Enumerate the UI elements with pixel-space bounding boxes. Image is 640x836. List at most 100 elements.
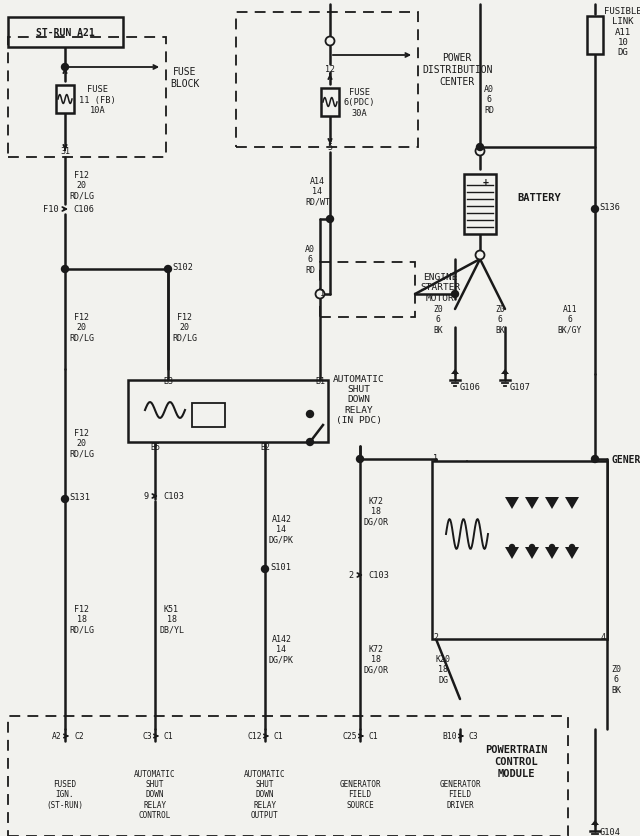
Text: B5: B5 (150, 442, 160, 451)
Text: FUSE
BLOCK: FUSE BLOCK (170, 67, 200, 89)
Polygon shape (525, 548, 539, 559)
Text: F12
20
RD/LG: F12 20 RD/LG (69, 313, 94, 343)
Circle shape (61, 64, 68, 71)
Bar (587, 17, 603, 55)
Bar (8, 18, 123, 48)
Bar (56, 86, 74, 114)
Text: S102: S102 (172, 263, 193, 271)
Text: C25: C25 (342, 732, 357, 741)
Circle shape (529, 545, 534, 550)
Text: K72
18
DG/OR: K72 18 DG/OR (364, 645, 389, 674)
Text: POWER
DISTRIBUTION
CENTER: POWER DISTRIBUTION CENTER (422, 54, 493, 86)
Text: A142
14
DG/PK: A142 14 DG/PK (269, 635, 294, 664)
Bar (192, 404, 225, 427)
Text: 31: 31 (60, 147, 70, 156)
Text: B2: B2 (260, 442, 270, 451)
Text: A14
14
RD/WT: A14 14 RD/WT (305, 177, 330, 206)
Text: C3: C3 (469, 732, 479, 741)
Text: 12: 12 (325, 64, 335, 74)
Text: F12
20
RD/LG: F12 20 RD/LG (172, 313, 197, 343)
Bar (8, 38, 166, 158)
Circle shape (591, 456, 598, 463)
Text: FUSE
6(PDC)
30A: FUSE 6(PDC) 30A (344, 88, 376, 118)
Text: F12
20
RD/LG: F12 20 RD/LG (69, 171, 94, 201)
Text: F12
18
RD/LG: F12 18 RD/LG (69, 604, 94, 635)
Polygon shape (525, 497, 539, 509)
Text: FUSIBLE
LINK
A11
10
DG: FUSIBLE LINK A11 10 DG (604, 7, 640, 57)
Text: Z0
6
BK: Z0 6 BK (495, 305, 505, 334)
Polygon shape (565, 548, 579, 559)
Text: S101: S101 (270, 562, 291, 571)
Text: A0
6
RD: A0 6 RD (305, 245, 315, 274)
Circle shape (550, 545, 554, 550)
Bar (464, 175, 496, 235)
Text: 1: 1 (321, 289, 326, 298)
Text: 4: 4 (600, 632, 605, 640)
Circle shape (477, 145, 483, 151)
Text: Z0
6
BK: Z0 6 BK (433, 305, 443, 334)
Text: K51
18
DB/YL: K51 18 DB/YL (159, 604, 184, 635)
Text: C1: C1 (274, 732, 284, 741)
Bar (321, 89, 339, 117)
Polygon shape (501, 370, 509, 375)
Text: 5: 5 (328, 142, 333, 151)
Circle shape (307, 411, 314, 418)
Text: Z0
6
BK: Z0 6 BK (611, 665, 621, 694)
Text: ST-RUN A21: ST-RUN A21 (36, 28, 94, 38)
Circle shape (326, 217, 333, 223)
Text: B10: B10 (442, 732, 457, 741)
Text: C12: C12 (248, 732, 262, 741)
Text: C1: C1 (369, 732, 379, 741)
Text: G104: G104 (600, 828, 621, 836)
Text: G106: G106 (460, 383, 481, 392)
Circle shape (316, 290, 324, 299)
Text: 1: 1 (433, 454, 438, 463)
Circle shape (451, 291, 458, 298)
Text: S131: S131 (69, 493, 90, 502)
Text: 2: 2 (349, 571, 354, 580)
Circle shape (591, 206, 598, 213)
Bar (320, 263, 415, 318)
Text: AUTOMATIC
SHUT
DOWN
RELAY
CONTROL: AUTOMATIC SHUT DOWN RELAY CONTROL (134, 769, 176, 819)
Text: F12
20
RD/LG: F12 20 RD/LG (69, 429, 94, 458)
Polygon shape (545, 548, 559, 559)
Text: 2: 2 (433, 632, 438, 640)
Text: C3: C3 (142, 732, 152, 741)
Circle shape (356, 456, 364, 463)
Circle shape (570, 545, 575, 550)
Text: C103: C103 (368, 571, 389, 580)
Circle shape (307, 439, 314, 446)
Text: AUTOMATIC
SHUT
DOWN
RELAY
OUTPUT: AUTOMATIC SHUT DOWN RELAY OUTPUT (244, 769, 286, 819)
Circle shape (476, 251, 484, 260)
Text: K72
18
DG/OR: K72 18 DG/OR (364, 497, 389, 527)
Bar (8, 716, 568, 836)
Text: +: + (483, 176, 489, 186)
Text: ENGINE
STARTER
MOTOR: ENGINE STARTER MOTOR (420, 273, 460, 303)
Text: FUSE
11 (FB)
10A: FUSE 11 (FB) 10A (79, 85, 116, 115)
Text: GENERATOR
FIELD
DRIVER: GENERATOR FIELD DRIVER (439, 779, 481, 809)
Text: A11
6
BK/GY: A11 6 BK/GY (558, 305, 582, 334)
Text: GENERATOR: GENERATOR (612, 455, 640, 465)
Circle shape (476, 147, 484, 156)
Bar (432, 461, 607, 640)
Text: 9: 9 (144, 492, 149, 501)
Polygon shape (545, 497, 559, 509)
Polygon shape (565, 497, 579, 509)
Circle shape (164, 266, 172, 273)
Bar (128, 380, 328, 442)
Text: C1: C1 (164, 732, 173, 741)
Text: AUTOMATIC
SHUT
DOWN
RELAY
(IN PDC): AUTOMATIC SHUT DOWN RELAY (IN PDC) (333, 375, 385, 425)
Text: BATTERY: BATTERY (517, 193, 561, 203)
Text: C2: C2 (74, 732, 84, 741)
Text: FUSED
IGN.
(ST-RUN): FUSED IGN. (ST-RUN) (47, 779, 83, 809)
Text: C103: C103 (163, 492, 184, 501)
Text: POWERTRAIN
CONTROL
MODULE: POWERTRAIN CONTROL MODULE (485, 745, 547, 777)
Text: C106: C106 (73, 206, 94, 214)
Text: A2: A2 (52, 732, 62, 741)
Circle shape (61, 496, 68, 503)
Text: GENERATOR
FIELD
SOURCE: GENERATOR FIELD SOURCE (339, 779, 381, 809)
Circle shape (326, 38, 335, 47)
Text: F10: F10 (44, 206, 59, 214)
Text: B3: B3 (163, 376, 173, 385)
Text: A0
6
RD: A0 6 RD (484, 85, 494, 115)
